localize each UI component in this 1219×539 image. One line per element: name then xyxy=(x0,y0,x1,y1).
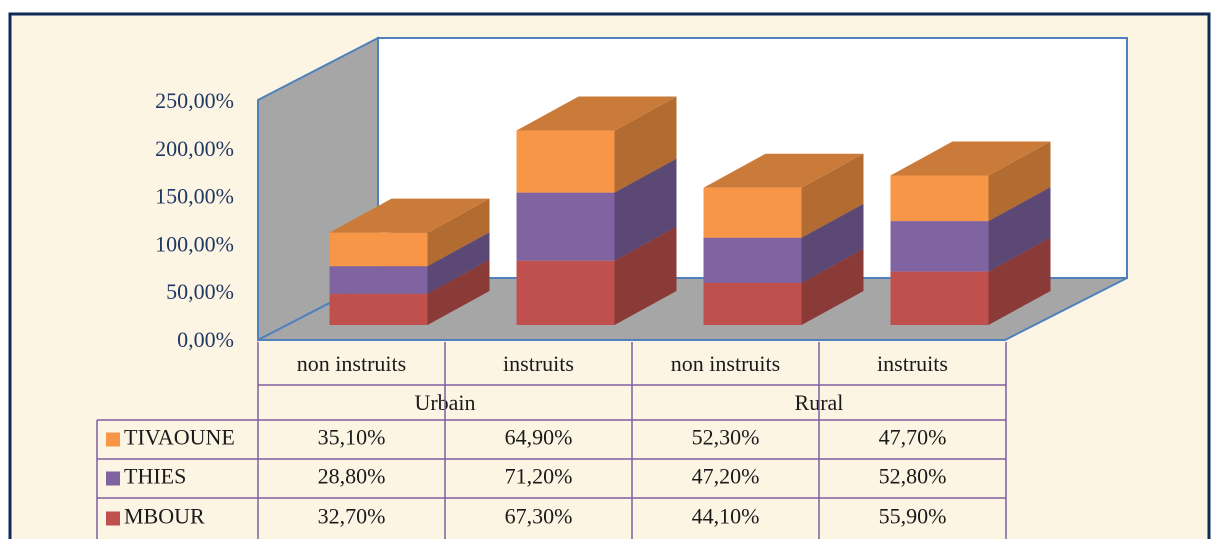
category-label: instruits xyxy=(503,351,574,376)
table-value: 55,90% xyxy=(879,504,947,529)
bar-side xyxy=(427,232,490,294)
bar xyxy=(703,282,802,325)
table-value: 71,20% xyxy=(505,464,573,489)
table-value: 52,80% xyxy=(879,464,947,489)
bar xyxy=(329,232,428,267)
bar-side xyxy=(614,96,677,193)
bar xyxy=(890,271,989,325)
bar-top xyxy=(890,141,1051,176)
bar-side xyxy=(801,248,864,325)
y-tick-label: 150,00% xyxy=(155,184,234,209)
y-tick-label: 50,00% xyxy=(166,279,234,304)
bar-top xyxy=(329,198,490,233)
table-value: 47,20% xyxy=(692,464,760,489)
bar xyxy=(516,192,615,261)
table-value: 32,70% xyxy=(318,504,386,529)
bar-top xyxy=(703,153,864,188)
table-value: 52,30% xyxy=(692,425,760,450)
bar-side xyxy=(614,158,677,261)
bar-side xyxy=(427,259,490,325)
bar-side xyxy=(988,187,1051,272)
category-label: non instruits xyxy=(671,351,780,376)
bar xyxy=(890,175,989,222)
legend-swatch xyxy=(106,511,120,526)
bar xyxy=(516,130,615,193)
bar-side xyxy=(427,198,490,267)
bars xyxy=(329,96,1051,325)
table-value: 44,10% xyxy=(692,504,760,529)
table-value: 28,80% xyxy=(318,464,386,489)
bar xyxy=(329,266,428,294)
bar-side xyxy=(988,237,1051,325)
category-label: instruits xyxy=(877,351,948,376)
bar xyxy=(329,293,428,325)
legend-swatch xyxy=(106,471,120,486)
table-value: 64,90% xyxy=(505,425,573,450)
legend-label: THIES xyxy=(124,464,186,489)
y-tick-label: 0,00% xyxy=(177,327,234,352)
bar-top xyxy=(516,96,677,131)
category-label: non instruits xyxy=(297,351,406,376)
bar-side xyxy=(801,153,864,238)
y-tick-label: 250,00% xyxy=(155,88,234,113)
y-tick-label: 200,00% xyxy=(155,136,234,161)
bar xyxy=(703,187,802,238)
bar xyxy=(890,221,989,272)
y-tick-label: 100,00% xyxy=(155,231,234,256)
legend-swatch xyxy=(106,432,120,447)
bar xyxy=(703,237,802,283)
bar xyxy=(516,260,615,325)
legend-label: MBOUR xyxy=(124,504,205,529)
legend-label: TIVAOUNE xyxy=(124,425,235,450)
bar-side xyxy=(614,226,677,325)
bar-side xyxy=(801,203,864,283)
table-value: 47,70% xyxy=(879,425,947,450)
data-table: non instruits instruits non instruits instr… xyxy=(96,342,1007,539)
bar-side xyxy=(988,141,1051,222)
table-value: 67,30% xyxy=(505,504,573,529)
table-value: 35,10% xyxy=(318,425,386,450)
